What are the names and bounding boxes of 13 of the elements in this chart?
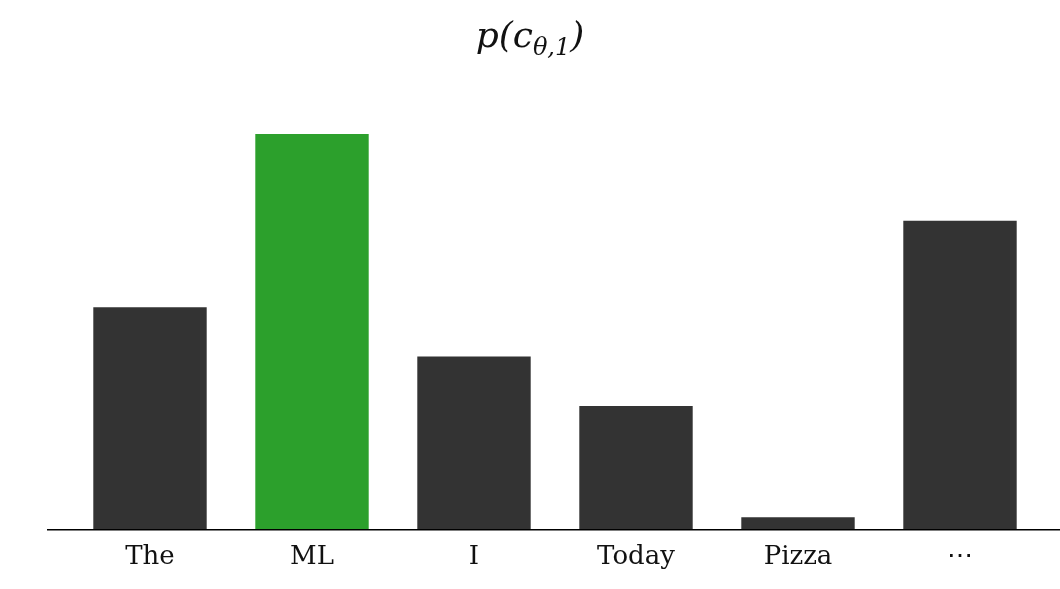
bar [579,405,693,530]
chart-title: p(c$_{θ,1}$) [474,14,586,62]
x-tick-label: ⋯ [947,540,973,571]
x-tick-label: I [468,540,480,571]
bar [741,517,855,530]
x-tick-label: Pizza [763,540,833,571]
bar [903,220,1017,530]
x-tick-label: ML [290,540,334,571]
bar [417,356,531,530]
x-tick-label: Today [597,540,676,571]
bar [93,307,207,530]
x-tick-label: The [125,540,175,571]
bar [255,134,369,530]
